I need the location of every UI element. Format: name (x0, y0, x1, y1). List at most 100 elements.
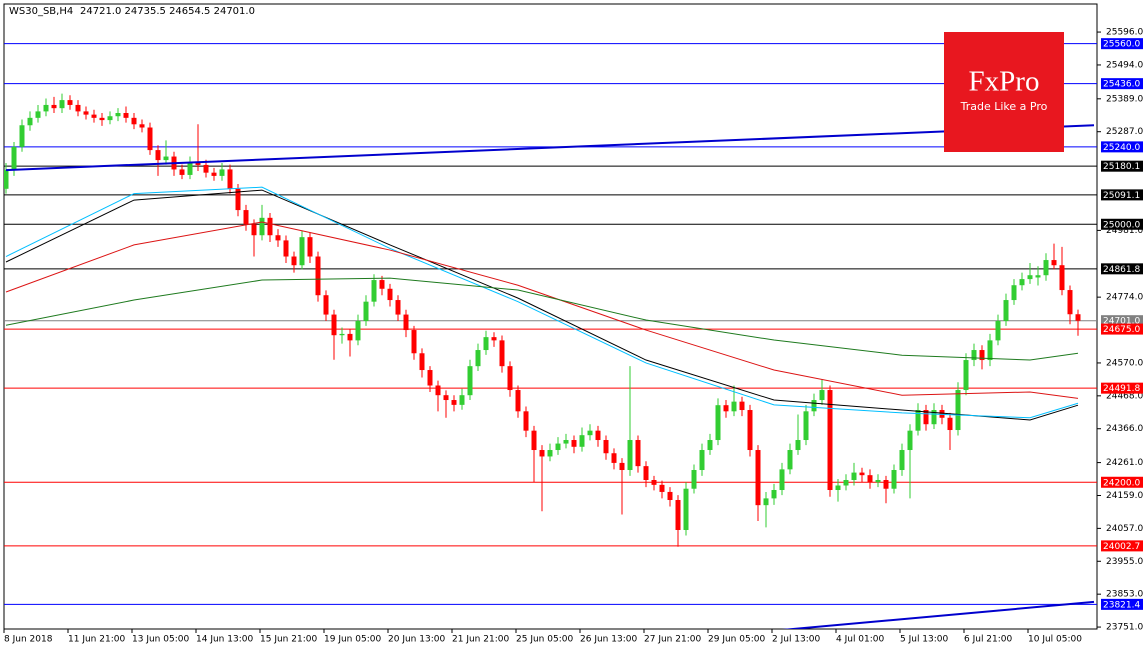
candle-body (475, 350, 481, 367)
level-label: 24861.8 (1103, 265, 1140, 275)
moving-average (5, 277, 1079, 361)
candle-body (547, 450, 553, 457)
candle-body (419, 353, 425, 371)
candle-body (1059, 265, 1065, 291)
candle-body (291, 256, 297, 266)
candle-body (675, 500, 681, 530)
candle-body (979, 350, 985, 361)
y-tick-label: 24366.0 (1106, 424, 1143, 434)
candle-body (139, 124, 145, 128)
y-tick-label: 24159.0 (1106, 491, 1143, 501)
candle-body (499, 340, 505, 367)
x-tick-label: 4 Jul 01:00 (836, 635, 885, 645)
level-label-bg (1101, 141, 1143, 153)
candle-body (891, 470, 897, 489)
candle-body (747, 410, 753, 451)
candle-body (339, 333, 345, 336)
candle-body (307, 237, 313, 257)
candle-body (667, 491, 673, 501)
x-tick-label: 11 Jun 21:00 (68, 635, 125, 645)
candle-body (603, 440, 609, 454)
candle-body (915, 410, 921, 431)
plot-frame (3, 3, 1098, 630)
candle-body (811, 400, 817, 412)
candle-body (1019, 279, 1025, 286)
candle-body (971, 350, 977, 361)
y-tick-label: 24468.0 (1106, 391, 1143, 401)
candle-body (571, 440, 577, 447)
level-label-bg (1101, 476, 1143, 488)
candle-body (715, 405, 721, 441)
candle-body (91, 114, 97, 118)
candle-body (931, 410, 937, 425)
candle-body (187, 162, 193, 175)
y-tick-label: 25494.0 (1106, 60, 1143, 70)
candle-body (107, 116, 113, 121)
y-tick-label: 23853.0 (1106, 590, 1143, 600)
candle-body (491, 337, 497, 341)
level-label-bg (1101, 598, 1143, 610)
candle-body (163, 156, 169, 161)
candle-body (651, 480, 657, 485)
candle-body (35, 111, 41, 118)
candle-body (51, 104, 57, 109)
candle-body (851, 472, 857, 481)
candle-body (387, 288, 393, 301)
level-label: 25240.0 (1103, 143, 1140, 153)
candle-body (211, 172, 217, 176)
candle-body (235, 188, 241, 211)
candle-body (443, 395, 449, 401)
candle-body (779, 469, 785, 491)
candle-body (827, 390, 833, 491)
candle-body (435, 385, 441, 396)
x-tick-label: 29 Jun 05:00 (708, 635, 765, 645)
x-tick-label: 2 Jul 13:00 (772, 635, 821, 645)
level-label: 24491.8 (1103, 384, 1140, 394)
candle-body (939, 410, 945, 418)
candle-body (115, 113, 121, 117)
candle-body (251, 224, 257, 236)
moving-average (5, 221, 1079, 399)
level-label-bg (1101, 78, 1143, 90)
candle-body (611, 453, 617, 463)
candle-body (275, 235, 281, 241)
candle-body (699, 450, 705, 471)
candle-body (731, 401, 737, 412)
candle-body (995, 321, 1001, 341)
x-tick-label: 6 Jul 21:00 (964, 635, 1013, 645)
candle-body (771, 490, 777, 499)
candle-body (1035, 275, 1041, 278)
x-tick-label: 26 Jun 13:00 (580, 635, 637, 645)
y-tick-label: 25596.0 (1106, 28, 1143, 38)
candle-body (219, 169, 225, 176)
candle-body (723, 405, 729, 412)
level-label-bg (1101, 263, 1143, 275)
candle-body (1051, 260, 1057, 266)
candle-body (619, 462, 625, 471)
y-tick-label: 25389.0 (1106, 94, 1143, 104)
candle-body (859, 472, 865, 476)
candle-body (451, 400, 457, 405)
candle-body (483, 337, 489, 351)
y-tick-label: 23751.0 (1106, 623, 1143, 633)
candle-body (899, 450, 905, 471)
y-tick-label: 24057.0 (1106, 524, 1143, 534)
candle-body (1003, 300, 1009, 322)
candle-body (963, 360, 969, 391)
candle-body (947, 417, 953, 431)
x-tick-label: 8 Jun 2018 (4, 635, 53, 645)
candle-body (75, 104, 81, 112)
candle-body (691, 470, 697, 489)
candle-body (243, 210, 249, 225)
candle-body (819, 390, 825, 401)
candle-body (835, 485, 841, 491)
logo-tagline: Trade Like a Pro (960, 100, 1048, 113)
candle-body (347, 333, 353, 341)
candle-body (411, 330, 417, 354)
y-tick-label: 24981.0 (1106, 226, 1143, 236)
level-label: 24701.0 (1103, 317, 1140, 327)
candle-body (1043, 260, 1049, 276)
level-label-bg (1101, 160, 1143, 172)
candle-body (403, 314, 409, 331)
candle-body (803, 411, 809, 441)
